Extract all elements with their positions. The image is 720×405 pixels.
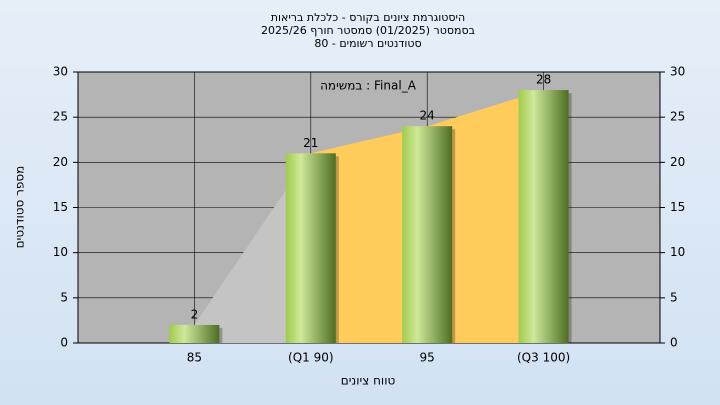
y-tick-label: 0 (60, 336, 68, 350)
data-label: 21 (303, 136, 318, 150)
y-tick-label: 10 (53, 245, 68, 259)
bar (285, 153, 336, 343)
y-tick-label: 25 (53, 110, 68, 124)
bar (169, 324, 220, 343)
y-tick-label: 20 (53, 155, 68, 169)
y-tick-label: 5 (60, 290, 68, 304)
x-tick-label: (Q3 100) (517, 351, 570, 365)
data-label: 28 (536, 73, 551, 87)
y-tick-label: 30 (53, 65, 68, 79)
y2-tick-label: 10 (670, 245, 685, 259)
y2-tick-label: 5 (670, 290, 678, 304)
chart-subtitle: בסמסטר (01/2025) סמסטר חורף 2025/26 (261, 24, 475, 37)
chart-subtitle: סטודנטים רשומים - 80 (314, 37, 421, 50)
chart-title: היסטוגרמת ציונים בקורס - כלכלת בריאות (271, 11, 465, 24)
y-axis-label: מספר סטודנטים (13, 166, 27, 249)
y2-tick-label: 0 (670, 336, 678, 350)
x-tick-label: 95 (420, 351, 435, 365)
y2-tick-label: 30 (670, 65, 685, 79)
data-label: 2 (191, 307, 199, 321)
y2-tick-label: 20 (670, 155, 685, 169)
x-axis-label: טווח ציונים (341, 374, 396, 388)
annotation: במשימה : Final_A (320, 79, 417, 93)
bar (518, 90, 569, 343)
trend-area (194, 153, 311, 343)
y-tick-label: 15 (53, 200, 68, 214)
x-tick-label: 85 (187, 351, 202, 365)
y2-tick-label: 15 (670, 200, 685, 214)
y2-tick-label: 25 (670, 110, 685, 124)
x-tick-label: (Q1 90) (288, 351, 334, 365)
data-label: 24 (420, 109, 435, 123)
bar (402, 126, 453, 343)
